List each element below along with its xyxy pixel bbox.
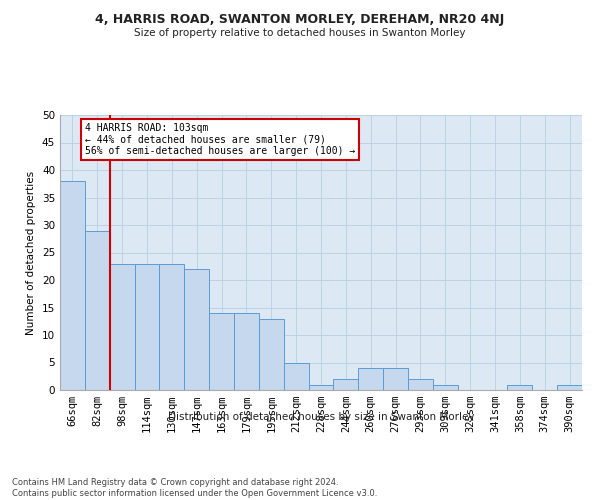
Text: Distribution of detached houses by size in Swanton Morley: Distribution of detached houses by size … <box>168 412 474 422</box>
Bar <box>160 264 184 390</box>
Bar <box>383 368 408 390</box>
Bar <box>284 362 308 390</box>
Y-axis label: Number of detached properties: Number of detached properties <box>26 170 37 334</box>
Bar <box>60 181 85 390</box>
Bar <box>110 264 134 390</box>
Bar <box>358 368 383 390</box>
Bar <box>259 318 284 390</box>
Bar <box>209 313 234 390</box>
Bar <box>134 264 160 390</box>
Bar <box>184 269 209 390</box>
Text: 4, HARRIS ROAD, SWANTON MORLEY, DEREHAM, NR20 4NJ: 4, HARRIS ROAD, SWANTON MORLEY, DEREHAM,… <box>95 12 505 26</box>
Text: Size of property relative to detached houses in Swanton Morley: Size of property relative to detached ho… <box>134 28 466 38</box>
Bar <box>557 384 582 390</box>
Bar <box>334 379 358 390</box>
Bar <box>85 230 110 390</box>
Text: 4 HARRIS ROAD: 103sqm
← 44% of detached houses are smaller (79)
56% of semi-deta: 4 HARRIS ROAD: 103sqm ← 44% of detached … <box>85 123 355 156</box>
Bar <box>408 379 433 390</box>
Bar <box>508 384 532 390</box>
Text: Contains HM Land Registry data © Crown copyright and database right 2024.
Contai: Contains HM Land Registry data © Crown c… <box>12 478 377 498</box>
Bar <box>308 384 334 390</box>
Bar <box>234 313 259 390</box>
Bar <box>433 384 458 390</box>
